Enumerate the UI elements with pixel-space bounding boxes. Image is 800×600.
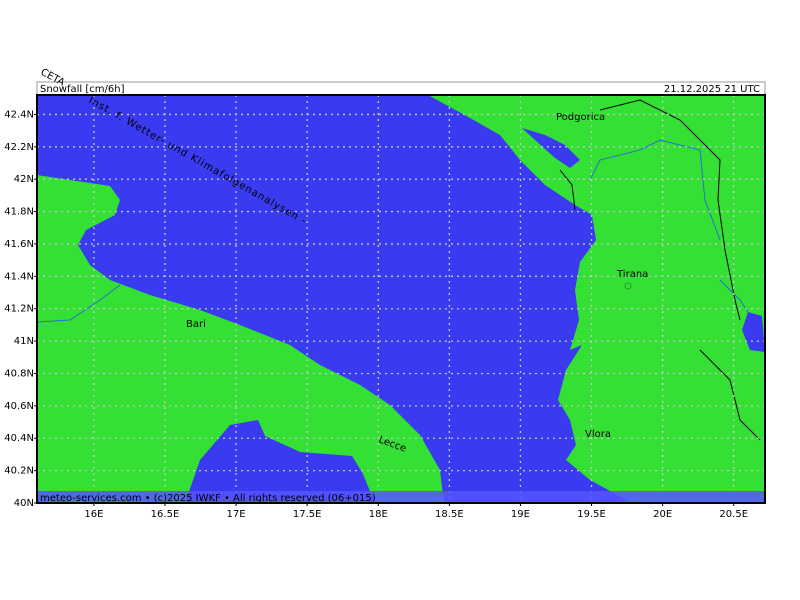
lon-tick-label: 17E <box>227 509 246 520</box>
city-label: Tirana <box>616 269 648 280</box>
lake <box>522 128 580 168</box>
lat-tick-label: 41.8N <box>4 207 34 218</box>
lat-tick-label: 40.8N <box>4 368 34 379</box>
lat-tick-label: 40.2N <box>4 466 34 477</box>
footer-strip <box>37 491 765 503</box>
gulf <box>185 420 375 503</box>
city-label: Podgorica <box>556 112 605 123</box>
valid-time: 21.12.2025 21 UTC <box>664 84 760 95</box>
lat-tick-label: 42N <box>14 174 34 185</box>
lon-tick-label: 20E <box>653 509 672 520</box>
lon-tick-label: 19.5E <box>577 509 606 520</box>
map-title: Snowfall [cm/6h] <box>40 84 125 95</box>
lat-tick-label: 41N <box>14 336 34 347</box>
river <box>37 139 749 323</box>
city-label: Vlora <box>585 429 611 440</box>
map-frame <box>36 94 766 504</box>
map-area: meteo-services.com • (c)2025 IWKF • All … <box>37 95 765 504</box>
lat-tick-label: 42.4N <box>4 109 34 120</box>
lon-tick-label: 16.5E <box>151 509 180 520</box>
lat-tick-label: 40.6N <box>4 401 34 412</box>
lat-tick-label: 40.4N <box>4 433 34 444</box>
border <box>559 99 761 441</box>
footer: meteo-services.com • (c)2025 IWKF • All … <box>40 493 376 504</box>
lon-tick-label: 16E <box>84 509 103 520</box>
lat-tick-label: 41.2N <box>4 304 34 315</box>
title-bar <box>36 81 766 96</box>
lat-tick-label: 41.6N <box>4 239 34 250</box>
city-marker <box>624 282 632 290</box>
lon-tick-label: 17.5E <box>293 509 322 520</box>
lat-tick-label: 40N <box>14 498 34 509</box>
lon-tick-label: 18.5E <box>435 509 464 520</box>
lake <box>742 312 765 352</box>
city-label: Bari <box>186 319 206 330</box>
lat-tick-label: 41.4N <box>4 271 34 282</box>
lon-tick-label: 19E <box>511 509 530 520</box>
lat-tick-label: 42.2N <box>4 142 34 153</box>
lon-tick-label: 18E <box>369 509 388 520</box>
lon-tick-label: 20.5E <box>719 509 748 520</box>
sea <box>37 95 632 503</box>
